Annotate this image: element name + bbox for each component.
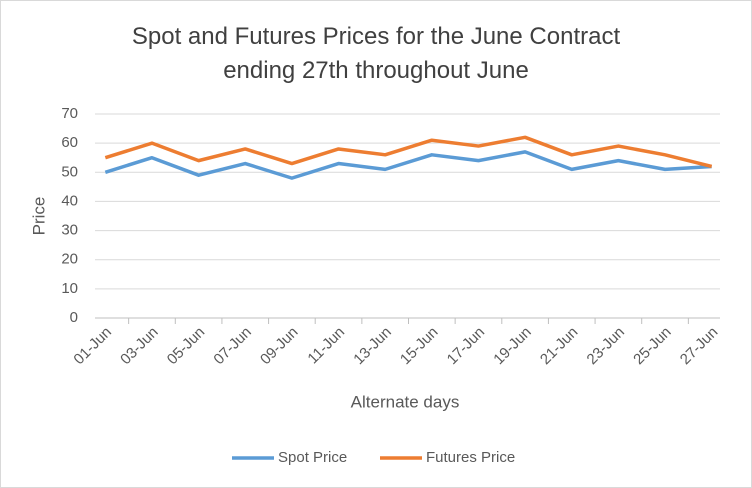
y-tick-label: 40 — [61, 192, 78, 209]
y-tick-label: 10 — [61, 280, 78, 297]
series-line — [104, 135, 713, 169]
legend-label: Spot Price — [278, 449, 347, 466]
y-tick-label: 50 — [61, 163, 78, 180]
chart-title: Spot and Futures Prices for the June Con… — [131, 23, 621, 84]
y-tick-label: 60 — [61, 134, 78, 151]
x-axis-label: Alternate days — [351, 392, 460, 411]
y-tick-label: 0 — [70, 309, 78, 326]
y-tick-label: 70 — [61, 105, 78, 122]
y-axis-label: Price — [29, 197, 48, 236]
series-line — [104, 150, 712, 180]
y-tick-label: 30 — [61, 222, 78, 239]
y-tick-label: 20 — [61, 251, 78, 268]
legend-label: Futures Price — [426, 449, 515, 466]
